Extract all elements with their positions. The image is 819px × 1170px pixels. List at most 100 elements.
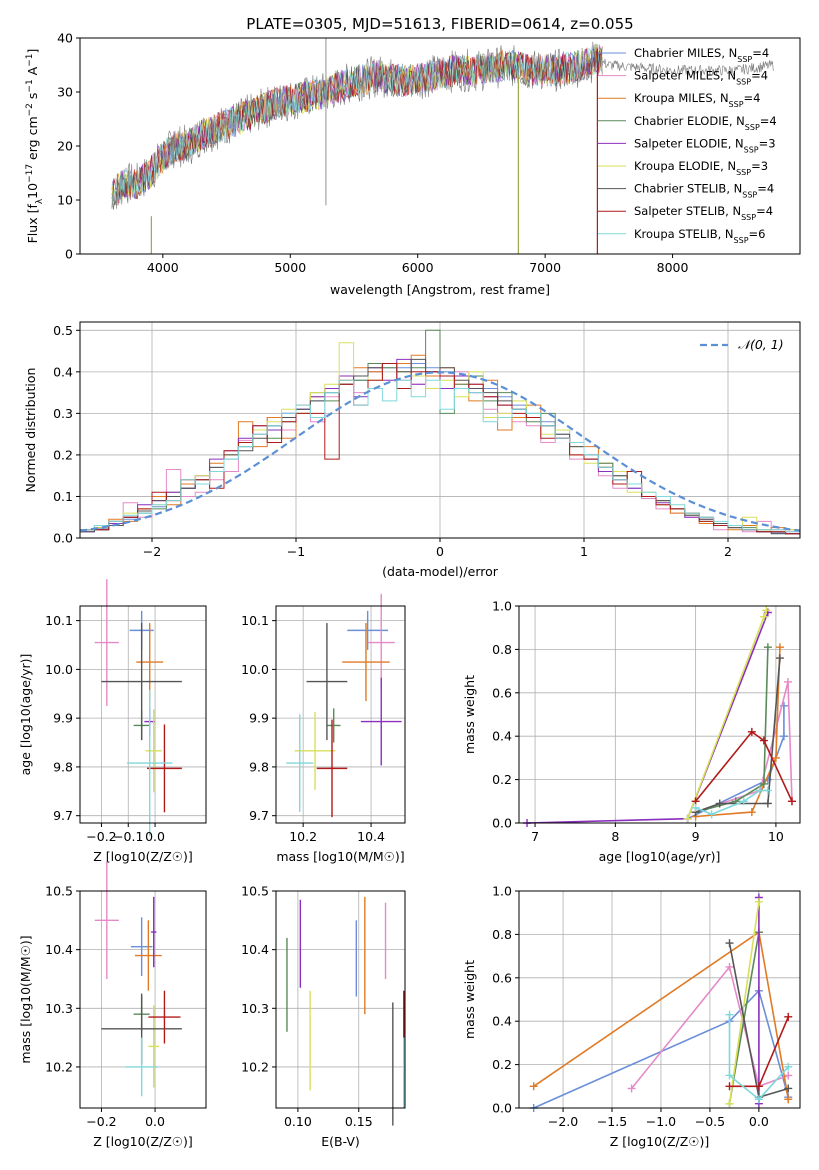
y-tick-label: 0.2 bbox=[53, 447, 73, 462]
legend-label: Chabrier STELIB, NSSP=4 bbox=[634, 182, 774, 200]
axes-frame bbox=[79, 890, 207, 1109]
y-tick-label: 10.4 bbox=[241, 942, 269, 957]
weight-marker bbox=[683, 814, 692, 823]
y-tick-label: 10.3 bbox=[45, 1001, 73, 1016]
x-tick-label: 1 bbox=[580, 544, 588, 559]
y-tick-label: 0.8 bbox=[492, 927, 512, 942]
weight-marker bbox=[784, 1095, 793, 1104]
x-tick-label: −0.5 bbox=[695, 1114, 725, 1129]
y-tick-label: 0.4 bbox=[492, 1014, 512, 1029]
y-tick-label: 0.0 bbox=[492, 1101, 512, 1116]
x-tick-label: 4000 bbox=[147, 260, 179, 275]
x-tick-label: 10.2 bbox=[289, 829, 317, 844]
y-axis-label: mass weight bbox=[462, 960, 477, 1039]
histogram-series bbox=[80, 379, 800, 533]
weight-marker bbox=[771, 753, 780, 762]
y-tick-label: 1.0 bbox=[492, 599, 512, 614]
y-tick-label: 0.2 bbox=[492, 1057, 512, 1072]
x-tick-label: 7 bbox=[531, 829, 539, 844]
y-tick-label: 10 bbox=[57, 193, 73, 208]
weight-marker bbox=[707, 810, 716, 819]
y-tick-label: 0.0 bbox=[53, 531, 73, 546]
x-tick-label: 0.15 bbox=[345, 1114, 373, 1129]
legend-label: Salpeter ELODIE, NSSP=3 bbox=[634, 136, 776, 154]
weight-marker bbox=[783, 677, 792, 686]
weight-marker bbox=[784, 1012, 793, 1021]
legend-label: Chabrier MILES, NSSP=4 bbox=[634, 46, 769, 64]
y-tick-label: 20 bbox=[57, 139, 73, 154]
x-axis-label: (data-model)/error bbox=[382, 564, 499, 579]
axes-frame bbox=[275, 605, 406, 824]
x-tick-label: 8000 bbox=[657, 260, 689, 275]
y-tick-label: 10.4 bbox=[45, 942, 73, 957]
weight-line bbox=[630, 965, 789, 1090]
weight-marker bbox=[754, 897, 763, 906]
x-axis-label: mass [log10(M/M☉)] bbox=[276, 849, 404, 864]
y-tick-label: 0.4 bbox=[53, 364, 73, 379]
model-spectrum-line bbox=[111, 45, 603, 204]
x-axis-label: E(B-V) bbox=[321, 1134, 360, 1149]
weight-marker bbox=[759, 736, 768, 745]
weight-marker bbox=[725, 1071, 734, 1080]
y-tick-label: 0 bbox=[65, 247, 73, 262]
weight-marker bbox=[784, 1071, 793, 1080]
weight-marker bbox=[725, 1010, 734, 1019]
y-tick-label: 0.3 bbox=[53, 406, 73, 421]
axes-frame bbox=[518, 890, 801, 1109]
y-axis-label: Flux [fλ10−17 erg cm−2 s−1 A−1] bbox=[25, 49, 45, 244]
weight-marker bbox=[739, 797, 748, 806]
x-tick-label: −1 bbox=[287, 544, 305, 559]
weight-marker bbox=[725, 962, 734, 971]
y-axis-label: mass [log10(M/M☉)] bbox=[18, 935, 33, 1063]
weight-marker bbox=[763, 799, 772, 808]
legend-label: Kroupa ELODIE, NSSP=3 bbox=[634, 159, 768, 177]
x-tick-label: −0.1 bbox=[113, 829, 143, 844]
x-tick-label: −1.5 bbox=[597, 1114, 627, 1129]
weight-marker bbox=[775, 643, 784, 652]
weight-line bbox=[728, 901, 760, 1104]
y-tick-label: 10.2 bbox=[45, 1059, 73, 1074]
x-tick-label: 6000 bbox=[402, 260, 434, 275]
y-tick-label: 1.0 bbox=[492, 884, 512, 899]
y-tick-label: 0.6 bbox=[492, 970, 512, 985]
x-axis-label: Z [log10(Z/Z☉)] bbox=[93, 849, 193, 864]
y-tick-label: 9.9 bbox=[249, 711, 269, 726]
y-tick-label: 10.5 bbox=[45, 884, 73, 899]
y-tick-label: 9.7 bbox=[249, 808, 269, 823]
y-tick-label: 10.0 bbox=[241, 662, 269, 677]
x-tick-label: −0.2 bbox=[86, 829, 116, 844]
mass-vs-EBV-panel: 0.10 0.15 10.2 10.3 10.4 10.5 E(B-V) bbox=[241, 884, 406, 1149]
y-axis-label: age [log10(age/yr)] bbox=[18, 654, 33, 776]
spectrum-legend: Chabrier MILES, NSSP=4 Salpeter MILES, NS… bbox=[598, 46, 777, 244]
weight-line bbox=[695, 647, 769, 813]
weight-marker bbox=[725, 939, 734, 948]
axes-frame bbox=[518, 605, 801, 824]
x-tick-label: −2.0 bbox=[548, 1114, 578, 1129]
age-vs-Z-panel: −0.2−0.1 0.0 9.7 9.8 9.9 10.0 10.1 Z [log10(Z/Z… bbox=[18, 579, 207, 864]
x-axis-label: Z [log10(Z/Z☉)] bbox=[610, 1134, 710, 1149]
y-tick-label: 0.1 bbox=[53, 489, 73, 504]
x-tick-label: −2 bbox=[143, 544, 161, 559]
x-tick-label: 5000 bbox=[274, 260, 306, 275]
figure-title: PLATE=0305, MJD=51613, FIBERID=0614, z=0… bbox=[246, 15, 633, 33]
weight-marker bbox=[779, 732, 788, 741]
mass-weight-vs-Z-panel: −2.0 −1.5 −1.0 −0.5 0.0 0.0 0.2 0.4 0.6 0.8 1.0 Z [… bbox=[462, 884, 801, 1149]
weight-marker bbox=[759, 612, 768, 621]
y-tick-label: 0.4 bbox=[492, 729, 512, 744]
weight-marker bbox=[747, 808, 756, 817]
weight-marker bbox=[754, 1095, 763, 1104]
weight-marker bbox=[529, 1082, 538, 1091]
y-tick-label: 0.6 bbox=[492, 685, 512, 700]
weight-line bbox=[526, 612, 769, 824]
x-tick-label: 2 bbox=[724, 544, 732, 559]
y-tick-label: 40 bbox=[57, 31, 73, 46]
weight-marker bbox=[754, 1082, 763, 1091]
mass-vs-Z-panel: −0.2 0.0 10.2 10.3 10.4 10.5 Z [log10(Z/Z☉)] ma… bbox=[18, 861, 207, 1149]
x-tick-label: 0.0 bbox=[145, 829, 165, 844]
age-vs-mass-panel: 10.2 10.4 9.7 9.8 9.9 10.0 10.1 mass [log10(M/M… bbox=[241, 593, 406, 864]
legend-label: Salpeter STELIB, NSSP=4 bbox=[634, 204, 773, 222]
y-tick-label: 0.5 bbox=[53, 323, 73, 338]
weight-marker bbox=[725, 1099, 734, 1108]
x-axis-label: wavelength [Angstrom, rest frame] bbox=[330, 282, 550, 297]
